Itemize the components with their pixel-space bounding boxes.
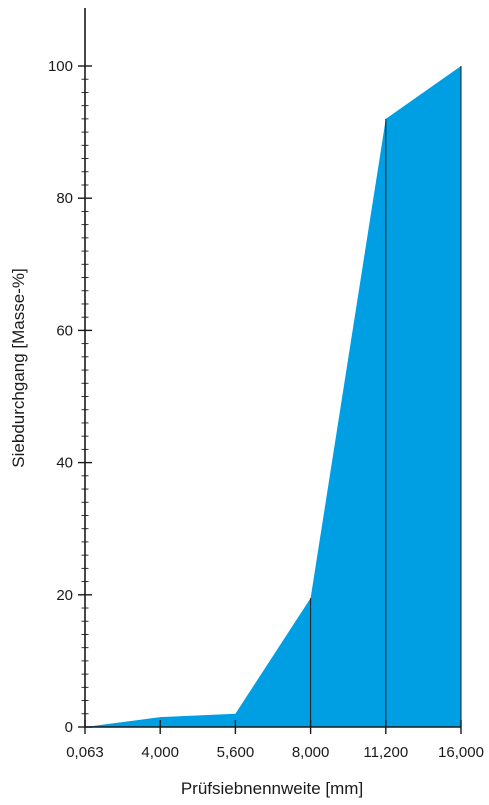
x-axis-title: Prüfsiebnennweite [mm] bbox=[181, 779, 363, 798]
y-tick-label-0: 0 bbox=[65, 719, 73, 736]
y-tick-label-100: 100 bbox=[48, 58, 73, 75]
y-tick-label-80: 80 bbox=[56, 190, 73, 207]
x-tick-label-3: 8,000 bbox=[292, 744, 330, 761]
y-tick-label-20: 20 bbox=[56, 587, 73, 604]
labels: 0 20 40 60 80 100 0,063 4,000 5,600 8,000 11,200 16… bbox=[48, 58, 484, 761]
y-axis-title: Siebdurchgang [Masse-%] bbox=[9, 268, 28, 467]
x-tick-label-1: 4,000 bbox=[141, 744, 179, 761]
x-tick-label-2: 5,600 bbox=[217, 744, 255, 761]
x-tick-label-5: 16,000 bbox=[438, 744, 484, 761]
x-tick-label-4: 11,200 bbox=[363, 744, 408, 761]
drop-lines bbox=[310, 66, 462, 727]
y-tick-label-60: 60 bbox=[56, 322, 73, 339]
x-tick-label-0: 0,063 bbox=[66, 744, 104, 761]
sieve-curve-area bbox=[85, 66, 461, 727]
area-layer bbox=[84, 65, 462, 728]
axes bbox=[78, 8, 462, 734]
y-tick-label-40: 40 bbox=[56, 455, 73, 472]
